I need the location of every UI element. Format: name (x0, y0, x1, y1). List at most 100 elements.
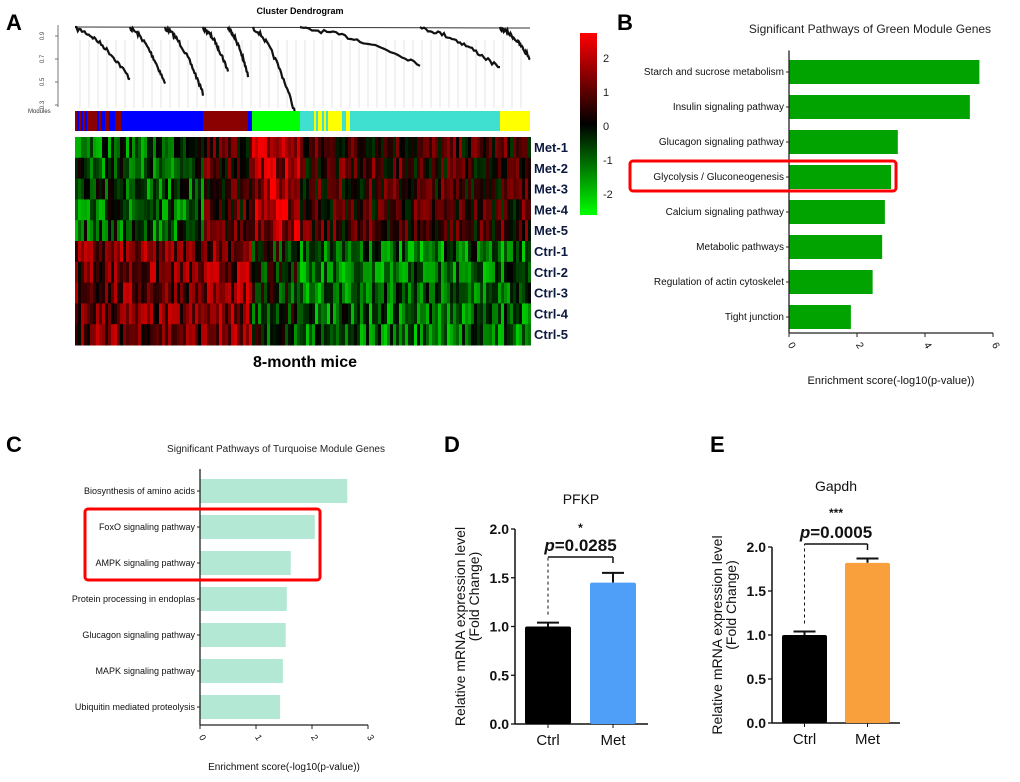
heatmap-cell (432, 199, 435, 221)
heatmap-cell (252, 303, 255, 325)
heatmap-cell (267, 282, 270, 304)
heatmap-cell (339, 261, 342, 284)
heatmap-cell (429, 241, 432, 263)
heatmap-cell (90, 261, 93, 284)
heatmap-cell (180, 324, 183, 346)
heatmap-cell (120, 220, 123, 242)
heatmap-cell (513, 324, 516, 346)
heatmap-cell (483, 157, 486, 180)
heatmap-cell (480, 199, 483, 221)
heatmap-cell (351, 261, 354, 284)
heatmap-cell (234, 324, 237, 346)
heatmap-cell (168, 324, 171, 346)
heatmap-cell (267, 220, 270, 242)
heatmap-cell (423, 178, 426, 200)
heatmap-cell (477, 157, 480, 180)
heatmap-cell (192, 303, 195, 325)
category-label: Starch and sucrose metabolism (644, 67, 784, 78)
heatmap-cell (345, 282, 348, 304)
module-color-segment (121, 111, 123, 131)
heatmap-cell (447, 199, 450, 221)
heatmap-cell (507, 178, 510, 200)
heatmap-cell (252, 178, 255, 200)
heatmap-cell (492, 261, 495, 284)
heatmap-cell (108, 324, 111, 346)
heatmap-cell (318, 324, 321, 346)
dendrogram-cluster (299, 25, 421, 67)
heatmap-cell (459, 261, 462, 284)
panel-label-e: E (710, 432, 725, 457)
heatmap-cell (357, 157, 360, 180)
heatmap-cell (330, 178, 333, 200)
heatmap-cell (264, 178, 267, 200)
heatmap-cell (441, 241, 444, 263)
heatmap-cell (489, 199, 492, 221)
heatmap-cell (318, 241, 321, 263)
heatmap-cell (378, 282, 381, 304)
heatmap-cell (216, 199, 219, 221)
heatmap-cell (156, 241, 159, 263)
heatmap-cell (135, 178, 138, 200)
heatmap-cell (462, 178, 465, 200)
y-tick-label: 2.0 (490, 521, 510, 537)
heatmap-cell (513, 137, 516, 159)
heatmap-cell (216, 303, 219, 325)
heatmap-cell (105, 303, 108, 325)
heatmap-cell (519, 282, 522, 304)
heatmap-cell (144, 157, 147, 180)
heatmap-cell (243, 199, 246, 221)
heatmap-cell (204, 282, 207, 304)
heatmap-cell (312, 220, 315, 242)
heatmap-cell (477, 199, 480, 221)
heatmap-cell (258, 241, 261, 263)
heatmap-cell (87, 261, 90, 284)
heatmap-cell (288, 303, 291, 325)
heatmap-cell (219, 282, 222, 304)
heatmap-cell (453, 282, 456, 304)
heatmap-cell (477, 324, 480, 346)
heatmap-cell (189, 241, 192, 263)
heatmap-cell (381, 220, 384, 242)
heatmap-cell (156, 282, 159, 304)
heatmap-cell (513, 220, 516, 242)
module-color-segment (302, 111, 304, 131)
module-color-segment (111, 111, 113, 131)
p-value: =0.0005 (810, 523, 872, 542)
heatmap-cell (120, 303, 123, 325)
heatmap-cell (375, 241, 378, 263)
heatmap-cell (489, 178, 492, 200)
heatmap-cell (507, 199, 510, 221)
heatmap-cell (159, 282, 162, 304)
heatmap-cell (354, 199, 357, 221)
heatmap-cell (324, 178, 327, 200)
heatmap-cell (171, 303, 174, 325)
heatmap-cell (267, 261, 270, 284)
heatmap-cell (333, 282, 336, 304)
wgcna-heatmap-panel: Cluster Dendrogram Modules 8-month mice … (28, 6, 613, 371)
heatmap-cell (219, 137, 222, 159)
heatmap-cell (285, 261, 288, 284)
heatmap-cell (87, 282, 90, 304)
heatmap-cell (264, 241, 267, 263)
heatmap-cell (90, 178, 93, 200)
heatmap-cell (393, 199, 396, 221)
heatmap-cell (477, 261, 480, 284)
module-color-segment (308, 111, 310, 131)
heatmap-cell (138, 324, 141, 346)
heatmap-cell (207, 178, 210, 200)
heatmap-cell (96, 220, 99, 242)
heatmap-cell (468, 282, 471, 304)
heatmap-cell (408, 220, 411, 242)
heatmap-cell (237, 178, 240, 200)
heatmap-cell (408, 137, 411, 159)
heatmap-cell (501, 137, 504, 159)
heatmap-cell (267, 199, 270, 221)
heatmap-cell (342, 303, 345, 325)
heatmap-cell (300, 241, 303, 263)
heatmap-cell (201, 282, 204, 304)
heatmap-cell (309, 282, 312, 304)
heatmap-cell (87, 324, 90, 346)
module-color-segment (336, 111, 338, 131)
heatmap-cell (396, 220, 399, 242)
heatmap-cell (273, 199, 276, 221)
